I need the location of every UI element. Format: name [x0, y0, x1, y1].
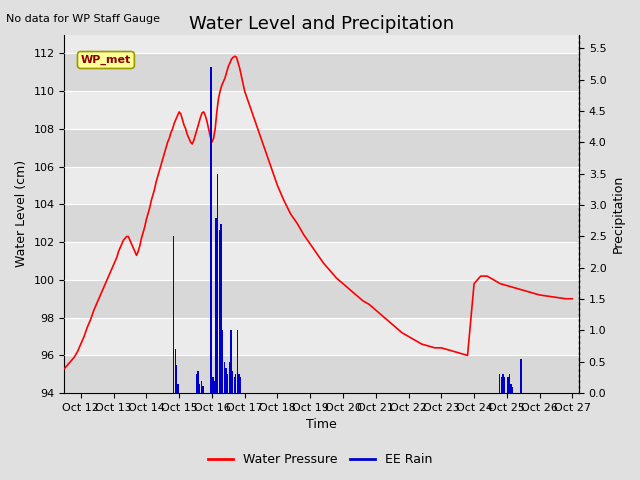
- Y-axis label: Water Level (cm): Water Level (cm): [15, 160, 28, 267]
- Bar: [520, 359, 522, 393]
- Bar: [235, 374, 236, 393]
- Bar: [65, 280, 579, 318]
- Bar: [199, 384, 200, 393]
- X-axis label: Time: Time: [307, 419, 337, 432]
- Bar: [173, 237, 174, 393]
- Bar: [228, 362, 230, 393]
- Bar: [239, 374, 240, 393]
- Bar: [227, 374, 228, 393]
- Bar: [507, 377, 509, 393]
- Bar: [214, 381, 215, 393]
- Bar: [509, 374, 510, 393]
- Bar: [65, 129, 579, 167]
- Bar: [240, 377, 241, 393]
- Bar: [65, 204, 579, 242]
- Bar: [175, 349, 176, 393]
- Bar: [201, 381, 202, 393]
- Bar: [65, 53, 579, 91]
- Bar: [502, 374, 504, 393]
- Legend: Water Pressure, EE Rain: Water Pressure, EE Rain: [203, 448, 437, 471]
- Bar: [198, 371, 199, 393]
- Bar: [222, 330, 223, 393]
- Bar: [504, 377, 505, 393]
- Text: WP_met: WP_met: [81, 55, 131, 65]
- Bar: [230, 330, 232, 393]
- Bar: [220, 224, 221, 393]
- Bar: [211, 67, 212, 393]
- Bar: [512, 387, 513, 393]
- Text: No data for WP Staff Gauge: No data for WP Staff Gauge: [6, 14, 161, 24]
- Bar: [511, 384, 512, 393]
- Bar: [500, 377, 502, 393]
- Bar: [176, 365, 177, 393]
- Bar: [196, 374, 197, 393]
- Bar: [225, 368, 227, 393]
- Bar: [237, 330, 238, 393]
- Title: Water Level and Precipitation: Water Level and Precipitation: [189, 15, 454, 33]
- Bar: [65, 355, 579, 393]
- Bar: [212, 377, 214, 393]
- Y-axis label: Precipitation: Precipitation: [612, 175, 625, 253]
- Bar: [217, 174, 218, 393]
- Bar: [177, 384, 179, 393]
- Bar: [202, 385, 204, 393]
- Bar: [219, 230, 220, 393]
- Bar: [224, 362, 225, 393]
- Bar: [216, 217, 217, 393]
- Bar: [232, 371, 233, 393]
- Bar: [234, 377, 235, 393]
- Bar: [499, 374, 500, 393]
